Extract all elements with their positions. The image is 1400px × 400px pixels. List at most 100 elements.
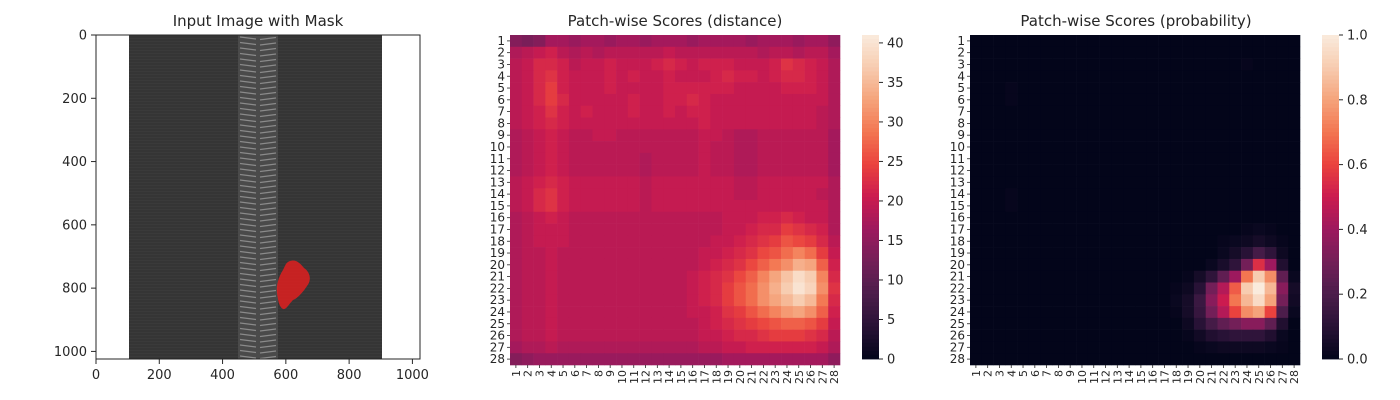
- heatmap-cell: [663, 152, 676, 165]
- heatmap-cell: [993, 200, 1006, 213]
- heatmap-cell: [1135, 317, 1148, 330]
- col-tick-label: 23: [1229, 370, 1242, 384]
- heatmap-cell: [1252, 329, 1265, 342]
- heatmap-cell: [592, 341, 605, 354]
- heatmap-cell: [651, 282, 664, 295]
- heatmap-cell: [804, 235, 817, 248]
- heatmap-cell: [663, 46, 676, 59]
- colorbar-segment: [1322, 79, 1339, 84]
- heatmap-cell: [604, 35, 617, 48]
- colorbar-segment: [1322, 278, 1339, 283]
- heatmap-cell: [1264, 93, 1277, 107]
- heatmap-cell: [1005, 117, 1018, 130]
- heatmap-cell: [757, 258, 770, 272]
- heatmap-cell: [1017, 306, 1030, 319]
- heatmap-cell: [533, 317, 546, 330]
- heatmap-cell: [627, 164, 640, 177]
- heatmap-cell: [816, 200, 829, 213]
- heatmap-cell: [521, 200, 534, 213]
- heatmap-cell: [1241, 117, 1254, 130]
- row-tick-label: 12: [490, 164, 505, 178]
- heatmap-cell: [1123, 117, 1136, 130]
- heatmap-cell: [698, 282, 711, 295]
- colorbar-segment: [862, 63, 879, 68]
- heatmap-cell: [1170, 58, 1183, 71]
- heatmap-cell: [1146, 247, 1159, 260]
- heatmap-cell: [1182, 211, 1195, 224]
- heatmap-cell: [710, 341, 723, 354]
- col-tick-label: 20: [734, 370, 747, 384]
- heatmap-cell: [781, 317, 794, 330]
- heatmap-cell: [1229, 105, 1242, 118]
- heatmap-cell: [1052, 152, 1065, 165]
- col-tick-label: 4: [1005, 370, 1018, 377]
- heatmap-cell: [568, 129, 582, 142]
- heatmap-cell: [1170, 235, 1183, 248]
- heatmap-cell: [993, 329, 1006, 342]
- heatmap-cell: [1170, 129, 1183, 142]
- heatmap-cell: [568, 58, 582, 71]
- heatmap-cell: [545, 152, 558, 165]
- heatmap-cell: [1193, 235, 1207, 248]
- heatmap-cell: [663, 93, 676, 107]
- heatmap-cell: [1111, 117, 1124, 130]
- heatmap-cell: [616, 117, 629, 130]
- col-tick-label: 5: [557, 370, 570, 377]
- heatmap-cell: [675, 176, 688, 189]
- heatmap-cell: [533, 188, 546, 201]
- heatmap-cell: [557, 152, 570, 165]
- heatmap-cell: [745, 200, 758, 213]
- heatmap-cell: [1028, 176, 1042, 189]
- heatmap-cell: [1170, 223, 1183, 236]
- heatmap-cell: [533, 211, 546, 224]
- heatmap-cell: [698, 317, 711, 330]
- heatmap-cell: [757, 329, 770, 342]
- heatmap-cell: [580, 35, 593, 48]
- heatmap-cell: [510, 70, 523, 83]
- colorbar-segment: [862, 172, 879, 178]
- heatmap-cell: [510, 223, 523, 236]
- heatmap-cell: [792, 329, 805, 342]
- heatmap-cell: [970, 58, 983, 71]
- heatmap-cell: [1076, 141, 1089, 154]
- heatmap-cell: [1099, 164, 1112, 177]
- heatmap-cell: [733, 317, 747, 330]
- heatmap-cell: [1217, 235, 1230, 248]
- heatmap-cell: [604, 105, 617, 118]
- heatmap-cell: [1005, 329, 1018, 342]
- heatmap-cell: [568, 306, 582, 319]
- panel2-title: Patch-wise Scores (distance): [568, 12, 783, 30]
- heatmap-cell: [1276, 46, 1289, 59]
- heatmap-cell: [1064, 82, 1077, 95]
- heatmap-cell: [592, 223, 605, 236]
- heatmap-cell: [1017, 164, 1030, 177]
- heatmap-cell: [1288, 258, 1301, 272]
- colorbar-segment: [862, 350, 879, 356]
- heatmap-cell: [675, 93, 688, 107]
- heatmap-cell: [1028, 141, 1042, 154]
- heatmap-cell: [1264, 129, 1277, 142]
- heatmap-cell: [981, 164, 994, 177]
- heatmap-cell: [981, 317, 994, 330]
- colorbar-tick-label: 10: [887, 273, 904, 288]
- heatmap-cell: [604, 70, 617, 83]
- colorbar-segment: [862, 43, 879, 48]
- colorbar-segment: [862, 95, 879, 101]
- colorbar-segment: [862, 330, 879, 336]
- heatmap-cell: [545, 188, 558, 201]
- heatmap-cell: [1087, 176, 1100, 189]
- heatmap-cell: [1005, 341, 1018, 354]
- colorbar-segment: [1322, 128, 1339, 133]
- heatmap-cell: [769, 35, 782, 48]
- heatmap-cell: [698, 223, 711, 236]
- colorbar-segment: [862, 75, 879, 80]
- heatmap-cell: [1241, 188, 1254, 201]
- heatmap-cell: [1276, 294, 1289, 307]
- heatmap-cell: [1111, 247, 1124, 260]
- heatmap-cell: [1205, 164, 1218, 177]
- heatmap-cell: [1170, 117, 1183, 130]
- heatmap-cell: [1276, 164, 1289, 177]
- heatmap-cell: [616, 46, 629, 59]
- heatmap-cell: [521, 117, 534, 130]
- heatmap-cell: [722, 235, 735, 248]
